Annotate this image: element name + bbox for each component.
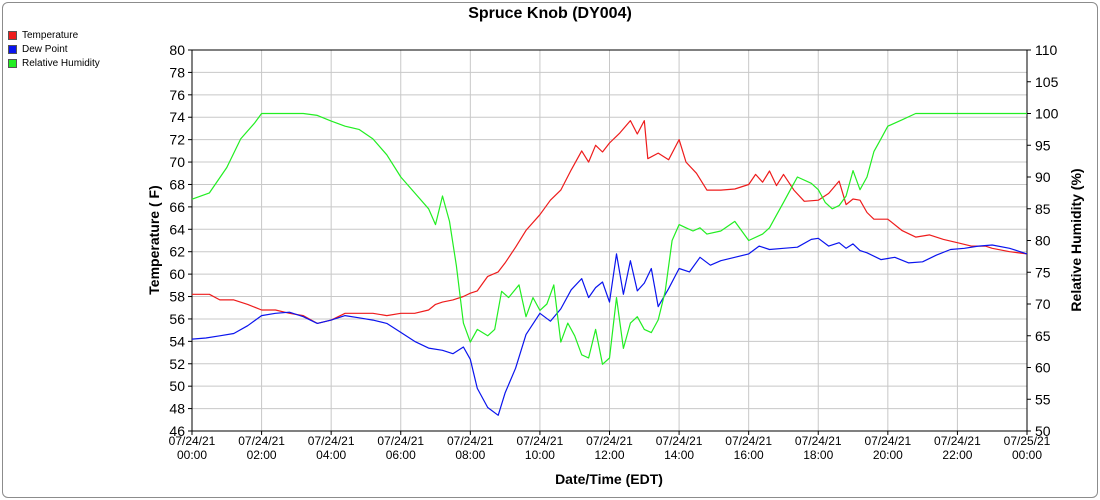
y-tick-label-left: 80 [169,42,185,58]
chart-title: Spruce Knob (DY004) [468,5,632,22]
x-tick-label-time: 08:00 [455,448,485,462]
y-tick-label-left: 78 [169,64,185,80]
x-tick-label-date: 07/24/21 [517,434,564,448]
y-tick-label-right: 85 [1035,201,1051,217]
legend-swatch-dew-point [8,44,17,54]
x-tick-label-date: 07/24/21 [447,434,494,448]
series-lines [191,112,1028,416]
legend-item-temperature: Temperature [8,28,100,42]
x-tick-label-date: 07/24/21 [934,434,981,448]
series-line-dew-point [191,237,1028,416]
y-tick-label-right: 75 [1035,264,1051,280]
y-tick-label-right: 60 [1035,360,1051,376]
y-tick-label-right: 70 [1035,296,1051,312]
legend-item-dew-point: Dew Point [8,42,100,56]
legend-swatch-temperature [8,30,17,40]
y-tick-label-right: 110 [1035,42,1058,58]
y-tick-label-right: 90 [1035,169,1051,185]
y-tick-label-left: 74 [169,109,185,125]
x-tick-label-time: 16:00 [734,448,764,462]
y-tick-label-left: 52 [169,356,185,372]
legend-swatch-relative-humidity [8,58,17,68]
y-tick-label-left: 50 [169,378,185,394]
legend-label-temperature: Temperature [22,29,79,41]
y-axis-right: 110 105 100 95 90 85 80 75 70 65 60 55 50 [1027,42,1059,439]
x-tick-label-time: 10:00 [525,448,555,462]
x-tick-label-date: 07/24/21 [586,434,633,448]
x-tick-label-time: 00:00 [1012,448,1042,462]
x-tick-label-time: 00:00 [177,448,207,462]
x-tick-label-time: 22:00 [942,448,972,462]
x-axis-label: Date/Time (EDT) [555,471,663,487]
x-tick-label-time: 06:00 [386,448,416,462]
x-axis: 07/24/2100:0007/24/2102:0007/24/2104:000… [169,431,1051,462]
x-tick-label-time: 12:00 [594,448,624,462]
y-axis-left: 80 78 76 74 72 70 68 66 64 62 60 58 56 54 52 50 48 46 [169,42,192,439]
x-tick-label-time: 04:00 [316,448,346,462]
x-tick-label-date: 07/24/21 [725,434,772,448]
y-tick-label-left: 46 [169,423,185,439]
x-tick-label-date: 07/24/21 [377,434,424,448]
legend-item-relative-humidity: Relative Humidity [8,56,100,70]
y-axis-label-left: Temperature ( F) [146,185,162,294]
y-tick-label-left: 60 [169,266,185,282]
x-tick-label-date: 07/25/21 [1004,434,1051,448]
y-tick-label-left: 68 [169,176,185,192]
x-tick-label-date: 07/24/21 [864,434,911,448]
series-line-relative-humidity [191,112,1027,365]
x-tick-label-date: 07/24/21 [238,434,285,448]
y-tick-label-left: 72 [169,132,185,148]
y-tick-label-right: 55 [1035,391,1051,407]
y-tick-label-left: 56 [169,311,185,327]
y-tick-label-right: 95 [1035,137,1051,153]
y-tick-label-right: 80 [1035,233,1051,249]
legend-label-dew-point: Dew Point [22,43,68,55]
y-tick-label-left: 66 [169,199,185,215]
series-line-temperature [192,119,1028,324]
x-tick-label-time: 02:00 [247,448,277,462]
y-tick-label-left: 48 [169,401,185,417]
y-tick-label-left: 62 [169,244,185,260]
legend: Temperature Dew Point Relative Humidity [8,28,100,70]
y-tick-label-right: 65 [1035,328,1051,344]
y-tick-label-left: 64 [169,221,185,237]
x-tick-label-time: 18:00 [803,448,833,462]
x-tick-label-date: 07/24/21 [169,434,216,448]
y-tick-label-left: 70 [169,154,185,170]
x-tick-label-time: 20:00 [873,448,903,462]
x-tick-label-date: 07/24/21 [308,434,355,448]
y-tick-label-left: 76 [169,87,185,103]
y-axis-label-right: Relative Humidity (%) [1068,168,1084,311]
x-tick-label-time: 14:00 [664,448,694,462]
y-tick-label-left: 58 [169,289,185,305]
y-tick-label-right: 50 [1035,423,1051,439]
y-tick-label-right: 105 [1035,74,1059,90]
x-tick-label-date: 07/24/21 [656,434,703,448]
y-tick-label-left: 54 [169,333,185,349]
x-tick-label-date: 07/24/21 [795,434,842,448]
legend-label-relative-humidity: Relative Humidity [22,57,100,69]
grid [191,49,1028,432]
y-tick-label-right: 100 [1035,106,1059,122]
